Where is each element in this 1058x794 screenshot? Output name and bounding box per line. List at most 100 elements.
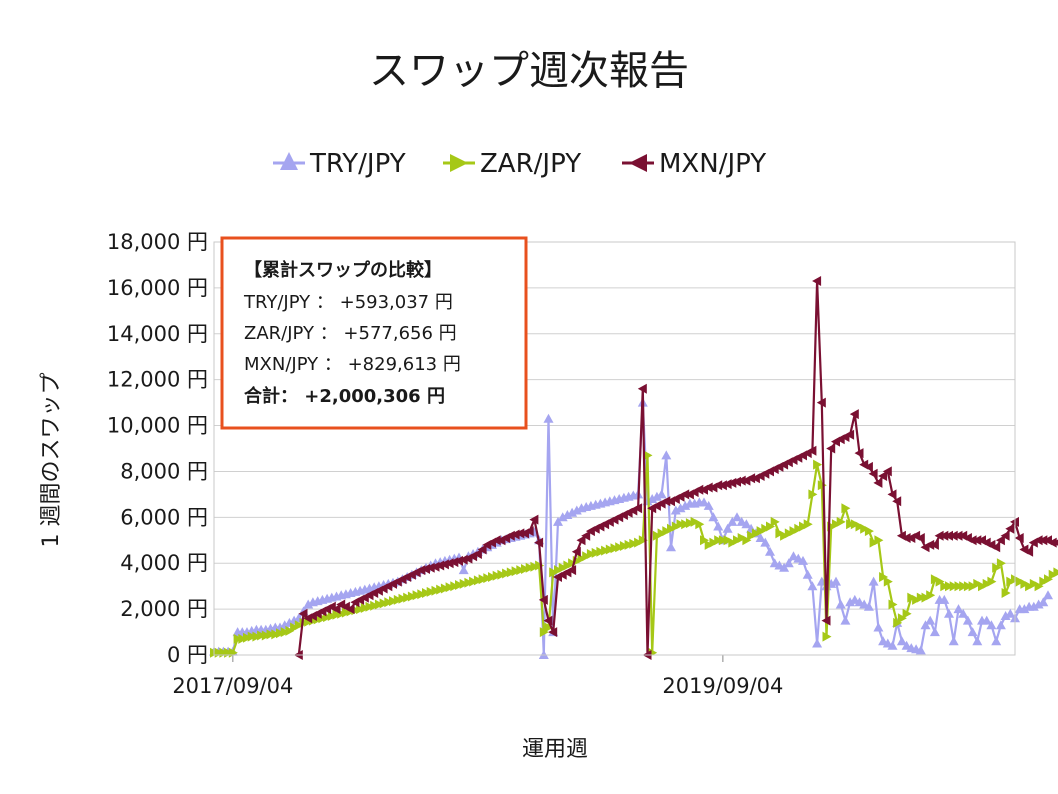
legend: TRY/JPY ZAR/JPY MXN/JPY [273, 149, 766, 179]
data-point [926, 590, 936, 601]
y-tick-label: 4,000 円 [120, 551, 208, 575]
data-point [615, 542, 625, 553]
data-point [472, 549, 482, 559]
data-point [478, 574, 488, 585]
data-point [676, 519, 686, 530]
data-point [722, 523, 733, 533]
data-point [727, 516, 738, 526]
annotation-row-mxn: MXN/JPY ： +829,613 円 [244, 354, 461, 375]
data-point [271, 629, 281, 640]
data-point [444, 558, 454, 569]
data-point [557, 512, 568, 522]
data-point [807, 581, 818, 591]
annotation-row-try: TRY/JPY ： +593,037 円 [243, 292, 453, 313]
data-point [455, 580, 464, 590]
data-point [860, 523, 870, 534]
data-point [568, 558, 578, 569]
data-point [836, 516, 846, 527]
data-point [440, 583, 450, 594]
data-point [450, 581, 460, 592]
data-point [915, 533, 925, 543]
data-point [276, 628, 285, 639]
data-point [799, 521, 808, 532]
data-point [732, 512, 742, 522]
x-axis-ticks: 2017/09/04 2019/09/04 [172, 655, 783, 698]
data-point [992, 562, 1002, 573]
data-point [1000, 530, 1010, 541]
triangle-right-icon [450, 154, 468, 172]
data-point [896, 636, 907, 646]
data-point [929, 539, 939, 550]
data-point [1019, 604, 1030, 614]
legend-item-mxn[interactable]: MXN/JPY [622, 149, 766, 179]
data-point [257, 630, 267, 641]
data-point [417, 589, 427, 600]
data-point [331, 604, 341, 615]
annotation-frame [220, 236, 528, 430]
data-point [562, 510, 573, 519]
data-point [567, 565, 577, 576]
data-point [1044, 574, 1053, 585]
y-tick-label: 16,000 円 [107, 276, 208, 300]
data-point [770, 516, 780, 527]
data-point [233, 633, 243, 644]
data-point [345, 604, 355, 615]
data-point [332, 609, 342, 620]
data-point [464, 577, 474, 588]
data-point [243, 632, 252, 643]
data-point [454, 555, 463, 566]
data-point [535, 560, 545, 571]
data-point [539, 627, 549, 638]
data-point [780, 530, 790, 541]
data-point [629, 538, 639, 549]
data-point [948, 636, 959, 646]
data-point [863, 601, 874, 611]
data-point [808, 489, 818, 500]
data-point [1000, 611, 1011, 620]
data-point [436, 584, 446, 595]
data-point [912, 594, 922, 605]
data-point [530, 561, 540, 572]
data-point [360, 603, 370, 613]
cumulative-swap-box: 【累計スワップの比較】 TRY/JPY ： +593,037 円 ZAR/JPY… [220, 236, 528, 430]
y-tick-label: 10,000 円 [107, 414, 208, 438]
data-point [525, 562, 535, 573]
data-point [849, 409, 859, 420]
data-point [713, 521, 724, 531]
data-point [425, 562, 435, 573]
data-point [959, 581, 969, 592]
data-point [430, 561, 440, 572]
data-point [845, 597, 856, 607]
legend-item-zar[interactable]: ZAR/JPY [443, 149, 581, 179]
data-point [703, 500, 714, 510]
data-point [524, 526, 534, 537]
data-point [497, 569, 507, 580]
data-point [878, 471, 888, 481]
data-point [510, 529, 520, 540]
data-point [690, 516, 700, 527]
data-point [492, 570, 502, 581]
data-point [939, 530, 949, 541]
data-point [638, 535, 648, 546]
legend-item-try[interactable]: TRY/JPY [273, 149, 406, 179]
data-point [967, 535, 977, 546]
data-point [722, 479, 732, 490]
annotation-total: 合計： +2,000,306 円 [244, 385, 445, 407]
data-point [779, 562, 790, 572]
data-point [949, 581, 959, 592]
data-point [624, 539, 634, 550]
data-point [458, 554, 468, 565]
data-point [991, 542, 1001, 553]
data-point [756, 526, 766, 537]
data-point [571, 546, 581, 557]
data-point [695, 519, 705, 530]
data-point [516, 565, 526, 576]
x-tick-label: 2017/09/04 [172, 674, 293, 698]
data-point [1039, 576, 1049, 587]
data-point [887, 640, 898, 650]
data-point [483, 573, 493, 584]
data-point [422, 588, 431, 598]
data-point [728, 537, 738, 548]
data-point [736, 475, 746, 486]
